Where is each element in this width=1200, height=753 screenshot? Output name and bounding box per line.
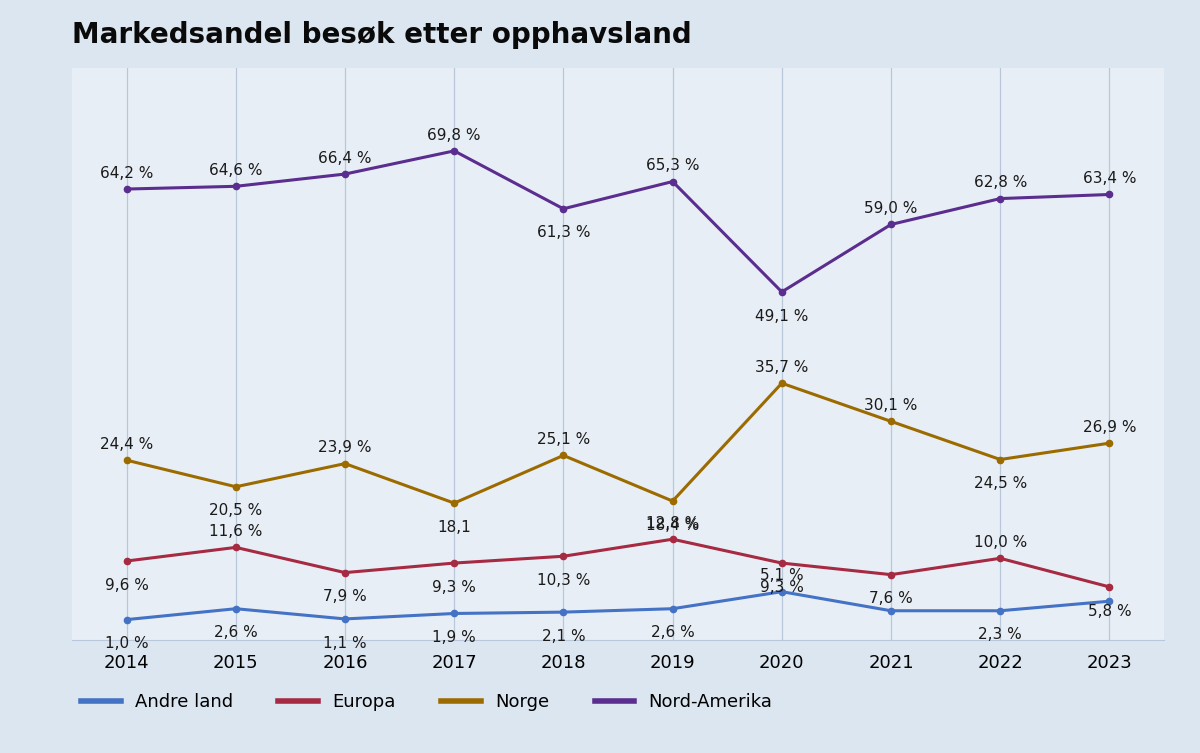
Text: 1,9 %: 1,9 % <box>432 630 476 645</box>
Text: 2,1 %: 2,1 % <box>541 629 586 644</box>
Text: 10,0 %: 10,0 % <box>973 535 1027 550</box>
Text: 18,4 %: 18,4 % <box>646 518 700 532</box>
Text: 61,3 %: 61,3 % <box>536 225 590 240</box>
Text: 65,3 %: 65,3 % <box>646 158 700 173</box>
Text: 5,8 %: 5,8 % <box>1087 604 1132 618</box>
Text: 9,3 %: 9,3 % <box>760 580 804 595</box>
Text: 11,6 %: 11,6 % <box>209 524 263 539</box>
Text: 9,3 %: 9,3 % <box>432 580 476 595</box>
Text: 25,1 %: 25,1 % <box>536 432 590 447</box>
Text: 2,6 %: 2,6 % <box>650 626 695 640</box>
Text: 18,1: 18,1 <box>437 520 472 535</box>
Text: 26,9 %: 26,9 % <box>1082 420 1136 434</box>
Text: 20,5 %: 20,5 % <box>209 504 263 518</box>
Text: 66,4 %: 66,4 % <box>318 151 372 166</box>
Text: 10,3 %: 10,3 % <box>536 573 590 588</box>
Text: 35,7 %: 35,7 % <box>755 360 809 375</box>
Text: 64,6 %: 64,6 % <box>209 163 263 178</box>
Text: 9,6 %: 9,6 % <box>104 578 149 593</box>
Text: 59,0 %: 59,0 % <box>864 201 918 216</box>
Text: 24,4 %: 24,4 % <box>100 437 154 452</box>
Text: 49,1 %: 49,1 % <box>755 309 809 324</box>
Legend: Andre land, Europa, Norge, Nord-Amerika: Andre land, Europa, Norge, Nord-Amerika <box>82 694 773 711</box>
Text: 7,9 %: 7,9 % <box>323 590 367 604</box>
Text: 69,8 %: 69,8 % <box>427 127 481 142</box>
Text: 5,1 %: 5,1 % <box>760 569 804 584</box>
Text: 2,6 %: 2,6 % <box>214 626 258 640</box>
Text: Markedsandel besøk etter opphavsland: Markedsandel besøk etter opphavsland <box>72 21 691 49</box>
Text: 62,8 %: 62,8 % <box>973 175 1027 191</box>
Text: 2,3 %: 2,3 % <box>978 627 1022 642</box>
Text: 23,9 %: 23,9 % <box>318 441 372 456</box>
Text: 63,4 %: 63,4 % <box>1082 171 1136 186</box>
Text: 1,1 %: 1,1 % <box>323 636 367 651</box>
Text: 1,0 %: 1,0 % <box>104 636 149 651</box>
Text: 12,8 %: 12,8 % <box>646 516 700 531</box>
Text: 7,6 %: 7,6 % <box>869 591 913 606</box>
Text: 64,2 %: 64,2 % <box>100 166 154 181</box>
Text: 30,1 %: 30,1 % <box>864 398 918 413</box>
Text: 24,5 %: 24,5 % <box>973 476 1027 491</box>
